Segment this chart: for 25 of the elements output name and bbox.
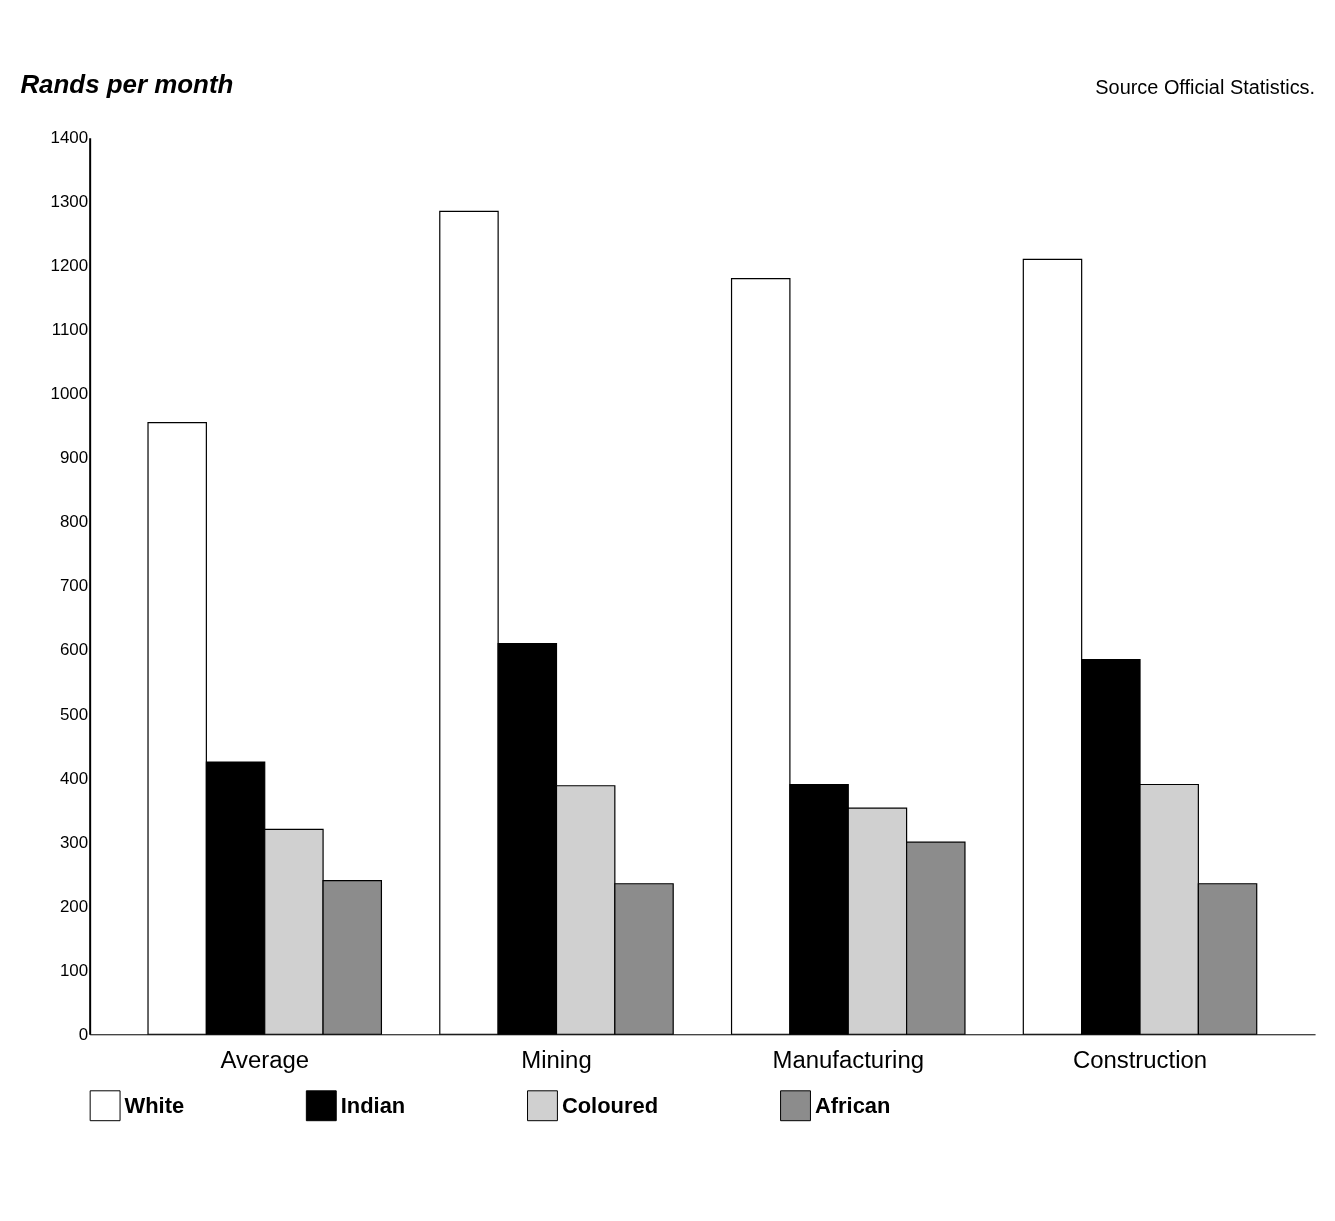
y-tick-label: 700 — [59, 576, 89, 596]
y-tick-label: 200 — [59, 896, 89, 916]
y-tick-label: 800 — [59, 512, 89, 532]
y-tick-label: 1000 — [50, 384, 89, 404]
y-tick-label: 900 — [59, 448, 89, 468]
y-tick-label: 1300 — [50, 192, 89, 212]
x-tick-label: Construction — [1072, 1045, 1208, 1073]
x-tick-label: Manufacturing — [772, 1045, 924, 1073]
y-tick-label: 500 — [59, 704, 89, 724]
y-tick-label: 1200 — [50, 256, 89, 276]
y-axis-title: Rands per month — [20, 70, 234, 99]
source-note: Source Official Statistics. — [1095, 75, 1316, 98]
legend-label: White — [124, 1092, 185, 1118]
legend-label: Indian — [340, 1092, 406, 1118]
y-tick-label: 1100 — [51, 320, 89, 340]
y-tick-label: 0 — [78, 1024, 89, 1044]
y-tick-label: 300 — [59, 832, 89, 852]
y-tick-label: 600 — [59, 640, 89, 660]
x-tick-label: Mining — [521, 1045, 592, 1073]
y-tick-label: 1400 — [50, 128, 89, 148]
legend-label: African — [814, 1092, 891, 1118]
x-tick-label: Average — [220, 1045, 310, 1073]
y-tick-label: 100 — [59, 960, 89, 980]
legend-label: Coloured — [561, 1092, 659, 1118]
y-tick-label: 400 — [59, 768, 89, 788]
